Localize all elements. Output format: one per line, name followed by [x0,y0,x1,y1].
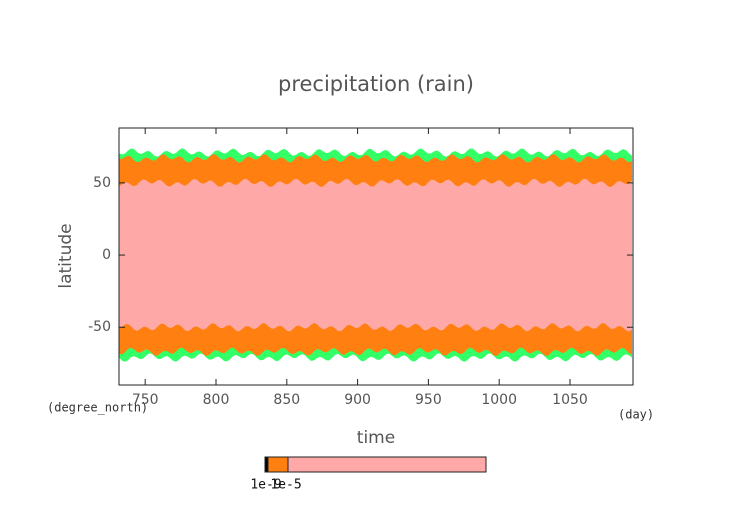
y-axis-label: latitude [56,223,76,288]
x-tick-label: 950 [415,392,442,408]
x-tick-label: 800 [203,392,230,408]
x-axis-label: time [357,428,395,448]
y-tick-label: 50 [93,175,111,191]
colorbar-segment [288,457,486,472]
colorbar-segment [265,457,268,472]
x-tick-label: 1050 [552,392,588,408]
plot-frame [118,127,634,386]
x-tick-label: 750 [132,392,159,408]
contour-band [119,178,632,332]
colorbar-frame [264,456,487,473]
colorbar-tick-label: 1e-5 [270,478,301,493]
colorbar-tick-label: 1e-9 [250,478,281,493]
y-tick-label: 0 [102,247,111,263]
y-unit: (degree_north) [47,401,148,415]
colorbar-segment [268,457,288,472]
x-tick-label: 1000 [481,392,517,408]
chart-title: precipitation (rain) [278,72,474,96]
x-tick-label: 900 [344,392,371,408]
x-unit: (day) [618,408,654,422]
y-tick-label: -50 [88,319,111,335]
x-tick-label: 850 [273,392,300,408]
